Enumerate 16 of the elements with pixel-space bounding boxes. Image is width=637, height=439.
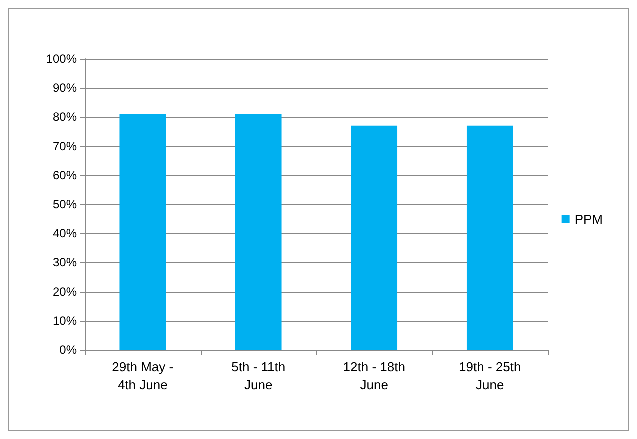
y-tick-label: 80% (52, 110, 78, 124)
x-tick-label: 29th May - 4th June (112, 360, 174, 392)
legend-label: PPM (574, 212, 603, 227)
x-tick-label: 12th - 18th June (343, 360, 406, 392)
x-tick-label: 19th - 25th June (459, 360, 522, 392)
y-tick-label: 30% (52, 256, 78, 270)
y-tick-label: 90% (52, 81, 78, 96)
y-tick-label: 0% (60, 343, 78, 357)
y-tick-label: 70% (52, 139, 78, 154)
x-tick-label: 5th - 11th June (232, 360, 286, 392)
y-tick-label: 60% (52, 168, 78, 182)
y-tick-label: 50% (52, 198, 78, 212)
y-tick-label: 40% (52, 226, 78, 241)
y-tick-label: 100% (46, 52, 78, 66)
y-tick-label: 20% (52, 284, 78, 299)
y-tick-label: 10% (52, 314, 78, 328)
